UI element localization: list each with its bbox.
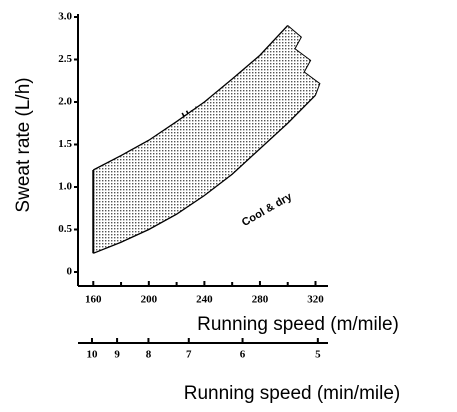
y-tick-label: 2.5 <box>58 53 72 65</box>
x-tick-label: 160 <box>85 294 102 306</box>
x-tick-label: 320 <box>307 294 324 306</box>
y-tick-label: 2.0 <box>58 96 72 108</box>
curve <box>92 25 289 171</box>
y-tick-label: 3.0 <box>58 11 72 23</box>
x2-axis-label: Running speed (min/mile) <box>184 383 401 404</box>
y-tick-label: 0 <box>67 266 73 278</box>
band-fill <box>93 25 320 254</box>
y-tick-label: 0.5 <box>58 223 72 235</box>
x2-tick-label: 5 <box>315 349 321 361</box>
x-axis-label: Running speed (m/mile) <box>197 314 399 335</box>
annotation: Cool & dry <box>240 190 295 229</box>
y-axis-label: Sweat rate (L/h) <box>13 77 34 212</box>
y-tick-label: 1.0 <box>58 181 72 193</box>
x2-tick-label: 6 <box>240 349 246 361</box>
x2-tick-label: 9 <box>114 349 120 361</box>
x-tick-label: 280 <box>252 294 269 306</box>
x-tick-label: 200 <box>141 294 158 306</box>
x2-tick-label: 10 <box>86 349 98 361</box>
x2-tick-label: 8 <box>146 349 152 361</box>
x-tick-label: 240 <box>196 294 213 306</box>
y-tick-label: 1.5 <box>58 138 72 150</box>
band-edge <box>287 25 321 96</box>
curve <box>93 94 316 254</box>
x2-tick-label: 7 <box>186 349 192 361</box>
